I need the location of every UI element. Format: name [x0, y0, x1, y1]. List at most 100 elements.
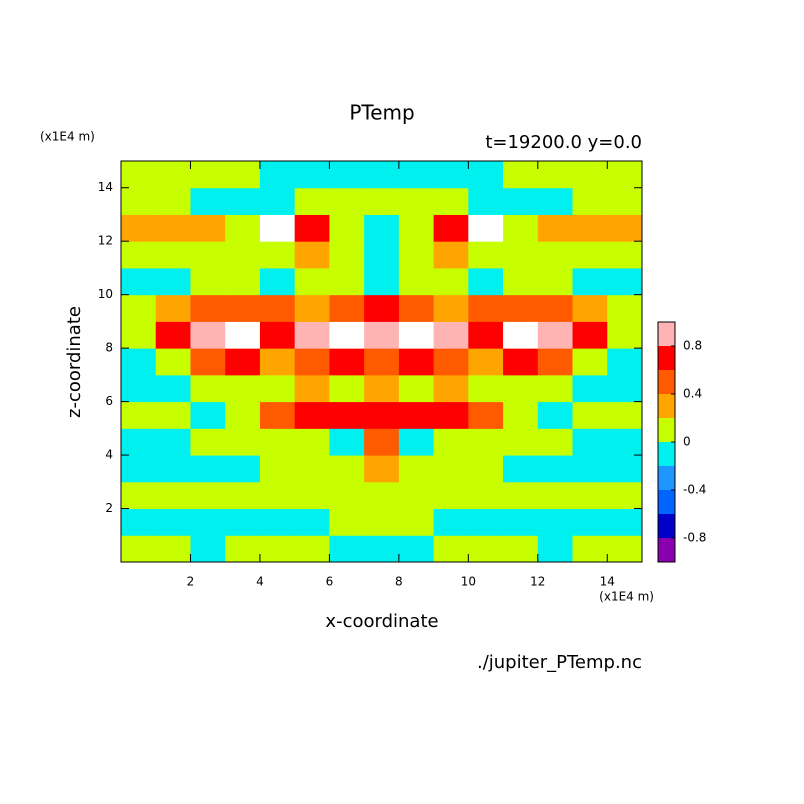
contour-cell: [364, 455, 400, 483]
contour-cell: [225, 455, 261, 483]
contour-cell: [294, 321, 330, 349]
contour-cell: [329, 294, 365, 322]
x-tick-label: 10: [461, 575, 476, 589]
contour-cell: [294, 241, 330, 269]
contour-cell: [294, 348, 330, 376]
contour-cell: [329, 455, 365, 483]
contour-cell: [294, 187, 330, 215]
contour-cell: [364, 214, 400, 242]
contour-cell: [190, 214, 226, 242]
contour-cell: [121, 321, 157, 349]
contour-cell: [398, 508, 435, 536]
contour-cell: [155, 508, 191, 536]
contour-cell: [364, 187, 400, 215]
contour-cell: [294, 214, 330, 242]
contour-cell: [607, 455, 643, 483]
contour-cell: [190, 187, 226, 215]
contour-cell: [537, 374, 574, 403]
colorbar-band: [658, 538, 675, 562]
colorbar-band: [658, 442, 675, 466]
contour-cell: [259, 508, 296, 536]
contour-cell: [364, 267, 400, 296]
contour-cell: [468, 187, 504, 215]
contour-cell: [294, 161, 330, 189]
contour-cell: [503, 267, 539, 296]
contour-cell: [190, 161, 226, 189]
contour-cell: [398, 374, 435, 403]
x-tick-label: 2: [187, 575, 195, 589]
contour-field: [121, 161, 643, 563]
contour-cell: [190, 508, 226, 536]
contour-cell: [607, 348, 643, 376]
colorbar-band: [658, 466, 675, 490]
contour-cell: [259, 321, 296, 349]
contour-cell: [503, 187, 539, 215]
contour-cell: [329, 428, 365, 456]
y-tick-label: 10: [98, 287, 113, 301]
contour-cell: [433, 428, 469, 456]
contour-cell: [537, 481, 574, 510]
contour-cell: [155, 535, 191, 563]
colorbar-tick-label: -0.4: [683, 483, 706, 497]
contour-cell: [572, 187, 608, 215]
colorbar-tick-label: 0.4: [683, 387, 702, 401]
contour-cell: [537, 455, 574, 483]
contour-cell: [121, 455, 157, 483]
contour-cell: [225, 535, 261, 563]
contour-cell: [433, 187, 469, 215]
plot-frame: [120, 160, 643, 563]
colorbar-tick-label: -0.8: [683, 531, 706, 545]
x-tick-label: 12: [530, 575, 545, 589]
contour-cell: [259, 401, 296, 429]
contour-cell: [155, 241, 191, 269]
contour-cell: [468, 508, 504, 536]
contour-cell: [572, 481, 608, 510]
contour-cell: [364, 481, 400, 510]
contour-cell: [259, 241, 296, 269]
contour-cell: [433, 374, 469, 403]
contour-cell: [155, 481, 191, 510]
contour-cell: [433, 161, 469, 189]
contour-cell: [468, 214, 504, 242]
y-tick-label: 8: [105, 341, 113, 355]
colorbar-band: [658, 394, 675, 418]
colorbar-band: [658, 418, 675, 442]
contour-cell: [329, 267, 365, 296]
contour-cell: [155, 214, 191, 242]
contour-cell: [607, 401, 643, 429]
contour-cell: [468, 481, 504, 510]
contour-cell: [190, 267, 226, 296]
contour-cell: [259, 455, 296, 483]
contour-cell: [121, 267, 157, 296]
contour-cell: [364, 508, 400, 536]
contour-cell: [190, 241, 226, 269]
contour-cell: [155, 321, 191, 349]
contour-cell: [433, 348, 469, 376]
contour-cell: [537, 294, 574, 322]
chart-subtitle: t=19200.0 y=0.0: [485, 132, 642, 153]
contour-cell: [259, 481, 296, 510]
contour-cell: [225, 294, 261, 322]
contour-cell: [121, 187, 157, 215]
contour-cell: [572, 348, 608, 376]
contour-cell: [537, 401, 574, 429]
contour-cell: [537, 321, 574, 349]
contour-cell: [398, 187, 435, 215]
contour-cell: [259, 161, 296, 189]
contour-cell: [259, 267, 296, 296]
contour-cell: [607, 374, 643, 403]
contour-cell: [294, 401, 330, 429]
contour-cell: [433, 508, 469, 536]
contour-cell: [259, 374, 296, 403]
contour-cell: [155, 348, 191, 376]
contour-cell: [364, 321, 400, 349]
contour-cell: [433, 455, 469, 483]
contour-cell: [398, 241, 435, 269]
x-axis-label: x-coordinate: [325, 611, 438, 632]
contour-cell: [468, 428, 504, 456]
contour-cell: [155, 401, 191, 429]
contour-cell: [364, 401, 400, 429]
contour-cell: [572, 294, 608, 322]
contour-cell: [121, 374, 157, 403]
contour-cell: [503, 428, 539, 456]
